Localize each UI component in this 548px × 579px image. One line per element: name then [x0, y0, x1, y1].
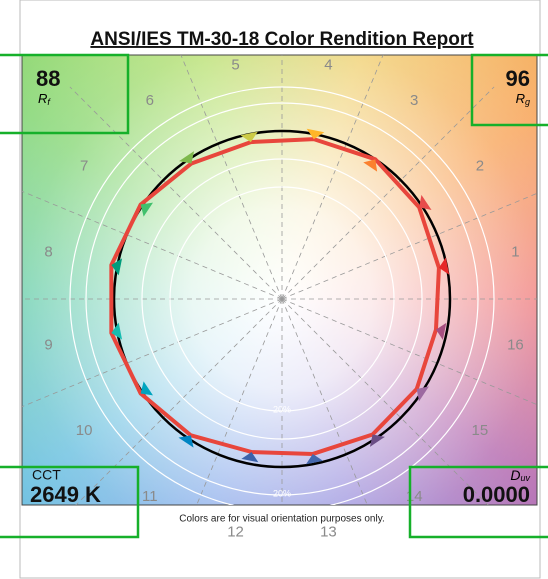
hue-arrow — [363, 159, 378, 172]
hue-arrow — [178, 435, 194, 448]
spoke — [281, 298, 368, 505]
hue-arrow — [140, 381, 153, 396]
spoke — [281, 298, 489, 505]
spoke — [75, 298, 283, 505]
bin-label: 1 — [511, 244, 519, 261]
ring — [141, 158, 423, 440]
hue-arrow — [140, 202, 153, 217]
callout-duv — [408, 465, 548, 539]
hue-arrow — [435, 322, 447, 340]
curves — [109, 128, 452, 469]
footer-note: Colors are for visual orientation purpos… — [179, 514, 384, 525]
hue-arrow — [419, 194, 432, 211]
duv-symbol: Duv — [510, 467, 530, 484]
hue-arrow — [240, 131, 258, 143]
rg-symbol: Rg — [516, 91, 530, 107]
spoke — [281, 86, 495, 300]
callout-rg — [470, 53, 548, 127]
ring — [85, 102, 479, 496]
bin-label: 8 — [44, 244, 52, 261]
spoke — [196, 298, 283, 505]
cct-label: CCT — [32, 467, 61, 483]
duv-value: 0.0000 — [463, 482, 530, 507]
ring — [169, 186, 395, 412]
spoke — [281, 55, 384, 300]
callout-cct — [0, 465, 140, 539]
bin-label: 2 — [476, 158, 484, 175]
bin-label: 9 — [44, 336, 52, 353]
bin-label: 6 — [146, 92, 154, 109]
reference-circle — [112, 129, 452, 469]
bin-label: 13 — [320, 523, 337, 540]
title: ANSI/IES TM-30-18 Color Rendition Report — [90, 29, 474, 50]
spoke — [22, 298, 283, 408]
ring-label: 20% — [273, 404, 291, 414]
rf-value: 88 — [36, 66, 60, 91]
hue-arrow — [111, 322, 123, 340]
cct-value: 2649 K — [30, 482, 101, 507]
bin-label: 12 — [227, 523, 244, 540]
callouts — [0, 53, 548, 539]
bin-label: 4 — [324, 57, 332, 74]
bin-label: 5 — [231, 57, 239, 74]
hue-arrow — [305, 453, 324, 465]
rf-symbol: Rf — [38, 91, 51, 107]
callout-rf — [0, 53, 130, 135]
hue-arrow — [438, 257, 450, 275]
bin-label: 14 — [406, 488, 423, 505]
hue-arrow — [369, 434, 385, 447]
ring-label: 20% — [273, 488, 291, 498]
spoke — [180, 55, 283, 300]
spoke — [22, 190, 283, 300]
ring — [69, 86, 495, 505]
hue-arrow — [179, 151, 195, 164]
spoke — [69, 86, 283, 300]
bin-label: 15 — [472, 422, 489, 439]
rg-value: 96 — [506, 66, 530, 91]
bin-label: 16 — [507, 336, 524, 353]
spoke — [281, 192, 537, 300]
bin-label: 10 — [76, 422, 93, 439]
bin-label: 11 — [142, 488, 158, 505]
bin-label: 3 — [410, 92, 418, 109]
bin-label: 7 — [80, 158, 88, 175]
hue-arrow — [416, 386, 429, 402]
plot-frame — [21, 54, 538, 506]
hue-arrow — [306, 128, 325, 140]
hue-arrow — [111, 258, 123, 276]
page-frame — [19, 0, 541, 579]
hue-arrow — [241, 452, 259, 463]
spoke — [281, 298, 537, 406]
